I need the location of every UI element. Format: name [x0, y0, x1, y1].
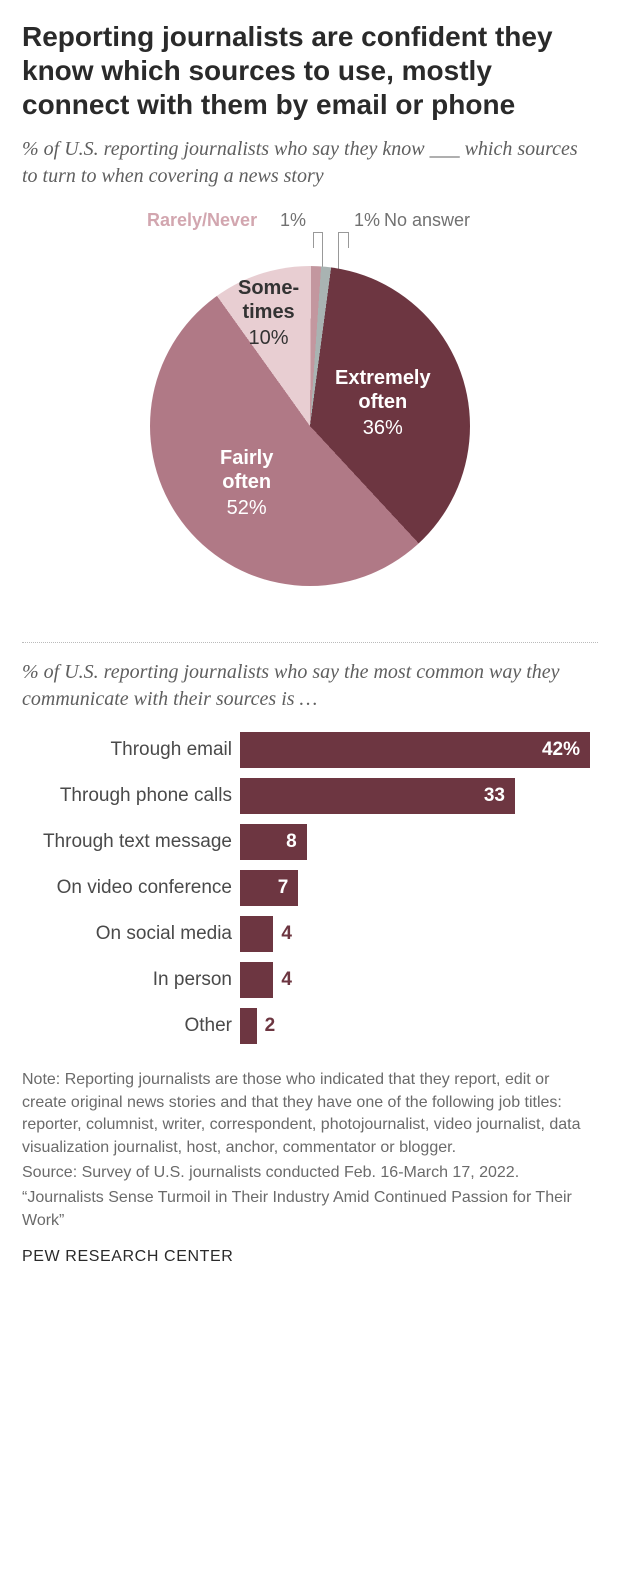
- footer: Note: Reporting journalists are those wh…: [22, 1069, 598, 1268]
- bar-value: 4: [281, 969, 292, 991]
- bar-label: Through phone calls: [22, 785, 240, 807]
- bar-label: Through email: [22, 739, 240, 761]
- pie-chart: Rarely/Never 1% 1% No answer Extremelyof…: [22, 200, 598, 620]
- bar-label: On social media: [22, 923, 240, 945]
- pie-label-noanswer: No answer: [384, 210, 470, 231]
- bar-row: On social media 4: [22, 911, 598, 957]
- bar-rect: 7: [240, 870, 298, 906]
- pie-label-rarely: Rarely/Never: [147, 210, 257, 231]
- section-divider: [22, 642, 598, 643]
- pie-label-extremely: Extremelyoften 36%: [335, 366, 431, 440]
- reference-text: “Journalists Sense Turmoil in Their Indu…: [22, 1187, 598, 1232]
- pie-label-sometimes: Some-times 10%: [238, 276, 299, 350]
- chart-title: Reporting journalists are confident they…: [22, 20, 598, 122]
- pie-subtitle: % of U.S. reporting journalists who say …: [22, 136, 598, 190]
- bar-row: Through text message8: [22, 819, 598, 865]
- bar-label: Through text message: [22, 831, 240, 853]
- bar-chart: Through email42%Through phone calls33Thr…: [22, 723, 598, 1069]
- source-text: Source: Survey of U.S. journalists condu…: [22, 1162, 598, 1184]
- bars-subtitle: % of U.S. reporting journalists who say …: [22, 659, 598, 713]
- brand-text: PEW RESEARCH CENTER: [22, 1246, 598, 1268]
- bar-rect: [240, 1008, 257, 1044]
- bar-row: In person 4: [22, 957, 598, 1003]
- bar-label: On video conference: [22, 877, 240, 899]
- bar-value: 2: [265, 1015, 276, 1037]
- bar-row: On video conference7: [22, 865, 598, 911]
- pie-value-noanswer: 1%: [354, 210, 380, 231]
- bar-value: 4: [281, 923, 292, 945]
- bar-rect: 8: [240, 824, 307, 860]
- bar-rect: 33: [240, 778, 515, 814]
- bar-rect: 42%: [240, 732, 590, 768]
- pie-label-fairly: Fairlyoften 52%: [220, 446, 273, 520]
- pie-value-rarely: 1%: [280, 210, 306, 231]
- bar-label: In person: [22, 969, 240, 991]
- bar-row: Through phone calls33: [22, 773, 598, 819]
- bar-row: Other 2: [22, 1003, 598, 1049]
- bar-row: Through email42%: [22, 727, 598, 773]
- bar-label: Other: [22, 1015, 240, 1037]
- note-text: Note: Reporting journalists are those wh…: [22, 1069, 598, 1159]
- bar-rect: [240, 962, 273, 998]
- bar-rect: [240, 916, 273, 952]
